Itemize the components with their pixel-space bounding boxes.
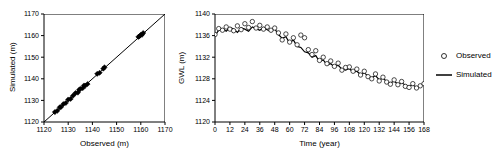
svg-text:1150: 1150 [24, 54, 39, 61]
svg-text:1140: 1140 [85, 126, 100, 133]
svg-text:24: 24 [241, 126, 249, 133]
svg-text:1120: 1120 [24, 118, 39, 125]
svg-text:1170: 1170 [157, 126, 172, 133]
svg-text:36: 36 [256, 126, 264, 133]
svg-text:120: 120 [358, 126, 370, 133]
svg-text:1120: 1120 [195, 118, 210, 125]
svg-text:1140: 1140 [195, 10, 210, 17]
svg-text:1160: 1160 [24, 32, 39, 39]
svg-text:132: 132 [373, 126, 385, 133]
svg-text:72: 72 [301, 126, 309, 133]
svg-text:108: 108 [344, 126, 356, 133]
svg-text:Simulated (m): Simulated (m) [8, 42, 17, 92]
svg-text:1160: 1160 [133, 126, 148, 133]
html-text:Simulated: Simulated [456, 70, 492, 79]
svg-text:1150: 1150 [109, 126, 124, 133]
svg-text:84: 84 [316, 126, 324, 133]
svg-text:1140: 1140 [24, 75, 39, 82]
svg-text:1124: 1124 [195, 97, 210, 104]
svg-text:144: 144 [388, 126, 400, 133]
html-text:Observed: Observed [456, 51, 491, 60]
svg-text:1120: 1120 [36, 126, 51, 133]
svg-text:1130: 1130 [24, 97, 39, 104]
svg-text:Observed (m): Observed (m) [80, 139, 129, 148]
svg-text:1130: 1130 [61, 126, 76, 133]
svg-text:1170: 1170 [24, 10, 39, 17]
svg-text:1136: 1136 [195, 32, 210, 39]
svg-text:60: 60 [286, 126, 294, 133]
svg-text:0: 0 [213, 126, 217, 133]
svg-text:12: 12 [226, 126, 234, 133]
svg-text:156: 156 [403, 126, 415, 133]
svg-text:GWL (m): GWL (m) [177, 52, 186, 84]
svg-text:Time (year): Time (year) [299, 139, 340, 148]
svg-text:96: 96 [331, 126, 339, 133]
svg-text:168: 168 [418, 126, 430, 133]
svg-text:1132: 1132 [195, 54, 210, 61]
svg-text:1128: 1128 [195, 75, 210, 82]
svg-text:48: 48 [271, 126, 279, 133]
